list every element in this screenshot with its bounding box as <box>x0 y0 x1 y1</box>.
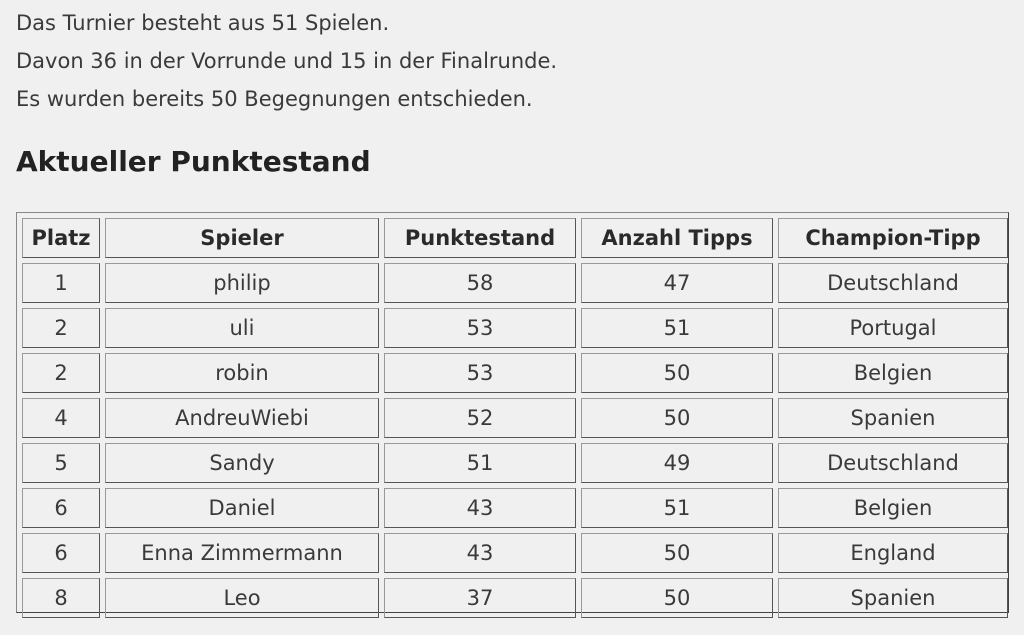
summary-line-rounds: Davon 36 in der Vorrunde und 15 in der F… <box>16 49 558 73</box>
cell-champion-tipp: Belgien <box>778 353 1008 393</box>
table-row: 6 Daniel 43 51 Belgien <box>22 488 1008 528</box>
cell-punktestand: 52 <box>384 398 576 438</box>
cell-champion-tipp: Spanien <box>778 398 1008 438</box>
cell-spieler: Sandy <box>105 443 379 483</box>
cell-spieler: Leo <box>105 578 379 618</box>
cell-punktestand: 51 <box>384 443 576 483</box>
cell-champion-tipp: England <box>778 533 1008 573</box>
cell-anzahl-tipps: 51 <box>581 488 773 528</box>
cell-platz: 2 <box>22 308 100 348</box>
cell-spieler: philip <box>105 263 379 303</box>
cell-punktestand: 37 <box>384 578 576 618</box>
cell-punktestand: 58 <box>384 263 576 303</box>
summary-line-decided: Es wurden bereits 50 Begegnungen entschi… <box>16 87 533 111</box>
cell-platz: 4 <box>22 398 100 438</box>
header-spieler: Spieler <box>105 218 379 258</box>
table-row: 8 Leo 37 50 Spanien <box>22 578 1008 618</box>
cell-anzahl-tipps: 50 <box>581 578 773 618</box>
cell-anzahl-tipps: 51 <box>581 308 773 348</box>
cell-champion-tipp: Deutschland <box>778 263 1008 303</box>
cell-platz: 6 <box>22 488 100 528</box>
cell-champion-tipp: Portugal <box>778 308 1008 348</box>
cell-champion-tipp: Belgien <box>778 488 1008 528</box>
table-row: 1 philip 58 47 Deutschland <box>22 263 1008 303</box>
cell-spieler: AndreuWiebi <box>105 398 379 438</box>
cell-anzahl-tipps: 50 <box>581 398 773 438</box>
cell-spieler: Daniel <box>105 488 379 528</box>
table-row: 5 Sandy 51 49 Deutschland <box>22 443 1008 483</box>
standings-table: Platz Spieler Punktestand Anzahl Tipps C… <box>17 213 1013 623</box>
header-platz: Platz <box>22 218 100 258</box>
cell-punktestand: 53 <box>384 353 576 393</box>
table-header-row: Platz Spieler Punktestand Anzahl Tipps C… <box>22 218 1008 258</box>
cell-champion-tipp: Spanien <box>778 578 1008 618</box>
cell-punktestand: 53 <box>384 308 576 348</box>
summary-line-games: Das Turnier besteht aus 51 Spielen. <box>16 11 390 35</box>
table-row: 4 AndreuWiebi 52 50 Spanien <box>22 398 1008 438</box>
cell-anzahl-tipps: 50 <box>581 353 773 393</box>
standings-table-frame: Platz Spieler Punktestand Anzahl Tipps C… <box>16 212 1009 618</box>
header-champion-tipp: Champion-Tipp <box>778 218 1008 258</box>
cell-platz: 1 <box>22 263 100 303</box>
cell-platz: 5 <box>22 443 100 483</box>
table-row: 2 uli 53 51 Portugal <box>22 308 1008 348</box>
cell-champion-tipp: Deutschland <box>778 443 1008 483</box>
cell-platz: 8 <box>22 578 100 618</box>
cell-punktestand: 43 <box>384 488 576 528</box>
cell-anzahl-tipps: 50 <box>581 533 773 573</box>
cell-punktestand: 43 <box>384 533 576 573</box>
table-row: 2 robin 53 50 Belgien <box>22 353 1008 393</box>
table-row: 6 Enna Zimmermann 43 50 England <box>22 533 1008 573</box>
cell-spieler: Enna Zimmermann <box>105 533 379 573</box>
cell-platz: 6 <box>22 533 100 573</box>
cell-anzahl-tipps: 49 <box>581 443 773 483</box>
tournament-summary: Das Turnier besteht aus 51 Spielen. Davo… <box>16 4 557 118</box>
cell-spieler: uli <box>105 308 379 348</box>
cell-spieler: robin <box>105 353 379 393</box>
header-punktestand: Punktestand <box>384 218 576 258</box>
cell-anzahl-tipps: 47 <box>581 263 773 303</box>
standings-heading: Aktueller Punktestand <box>16 145 371 178</box>
cell-platz: 2 <box>22 353 100 393</box>
header-anzahl-tipps: Anzahl Tipps <box>581 218 773 258</box>
